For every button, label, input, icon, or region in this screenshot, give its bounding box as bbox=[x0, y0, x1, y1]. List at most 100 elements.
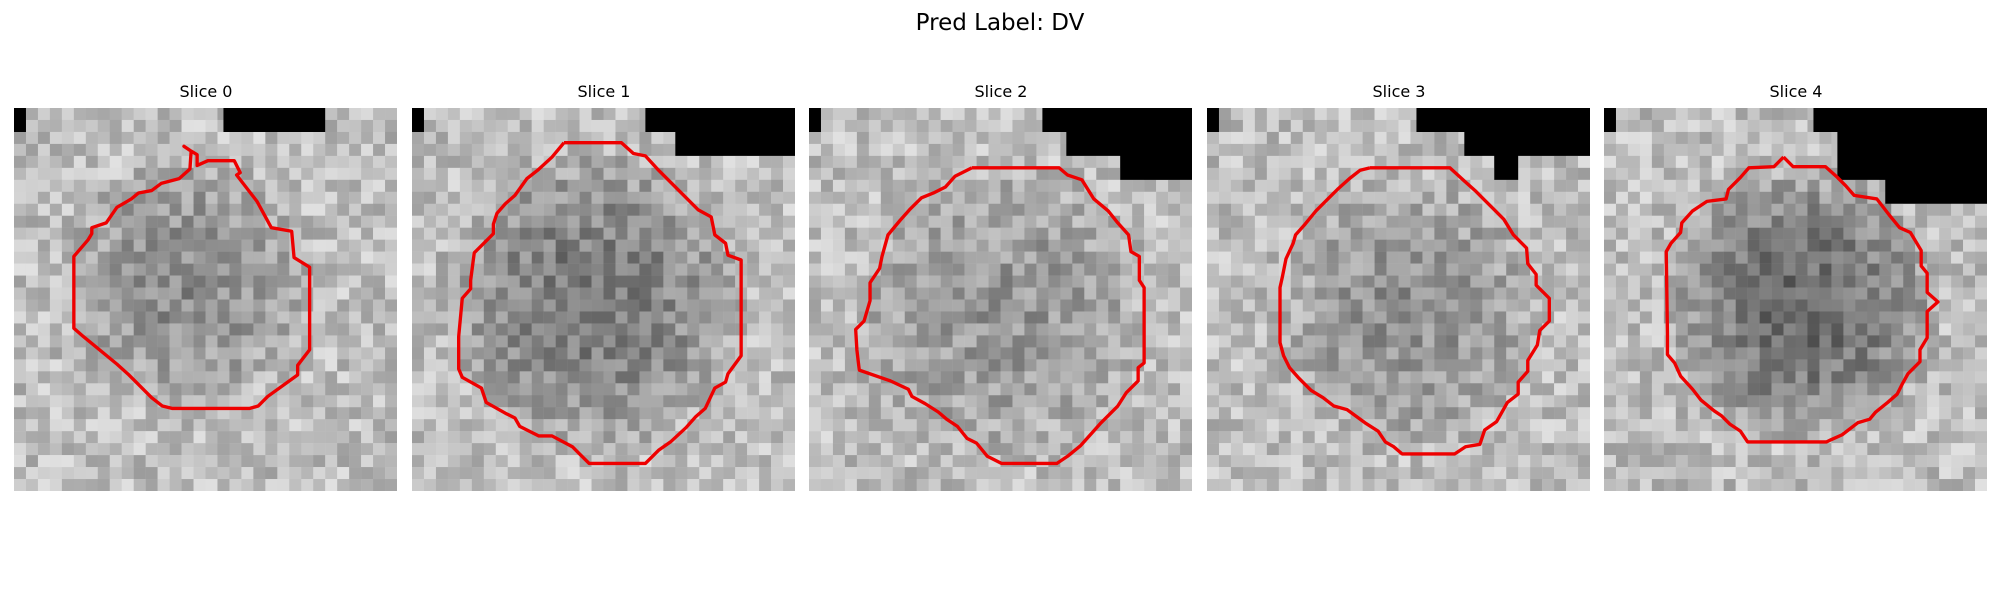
slice-4-pixels bbox=[1604, 108, 1987, 491]
pixel bbox=[1482, 239, 1495, 252]
pixel bbox=[277, 179, 290, 193]
pixel bbox=[253, 131, 266, 145]
pixel bbox=[133, 108, 146, 121]
pixel bbox=[651, 263, 664, 276]
pixel bbox=[1230, 275, 1244, 288]
pixel bbox=[169, 143, 182, 157]
pixel bbox=[579, 227, 592, 240]
pixel bbox=[663, 239, 676, 252]
pixel bbox=[507, 215, 520, 228]
pixel bbox=[820, 371, 834, 384]
pixel bbox=[771, 215, 784, 228]
pixel bbox=[699, 467, 712, 480]
pixel bbox=[25, 467, 39, 480]
pixel bbox=[675, 347, 688, 360]
pixel bbox=[1518, 287, 1531, 300]
pixel bbox=[1699, 347, 1712, 360]
pixel bbox=[277, 239, 290, 252]
pixel bbox=[880, 479, 894, 491]
pixel bbox=[880, 455, 894, 468]
pixel bbox=[1578, 263, 1590, 276]
pixel bbox=[1410, 299, 1423, 312]
pixel bbox=[61, 119, 75, 133]
pixel bbox=[1410, 251, 1423, 264]
pixel bbox=[1675, 395, 1689, 408]
pixel bbox=[157, 311, 170, 324]
pixel bbox=[241, 359, 254, 372]
pixel bbox=[1410, 131, 1423, 145]
pixel bbox=[495, 239, 508, 252]
pixel bbox=[1663, 407, 1677, 420]
pixel bbox=[964, 263, 977, 276]
pixel bbox=[241, 167, 254, 181]
pixel bbox=[1036, 395, 1049, 408]
pixel bbox=[1747, 239, 1760, 252]
pixel bbox=[1132, 419, 1145, 432]
pixel bbox=[1627, 419, 1641, 432]
pixel bbox=[1554, 251, 1567, 264]
pixel bbox=[555, 108, 568, 121]
pixel bbox=[543, 143, 556, 157]
pixel bbox=[1242, 443, 1256, 456]
pixel bbox=[412, 179, 425, 193]
pixel bbox=[109, 383, 122, 396]
pixel bbox=[1651, 323, 1665, 336]
pixel bbox=[904, 359, 917, 372]
pixel bbox=[627, 407, 640, 420]
pixel bbox=[1554, 419, 1567, 432]
pixel bbox=[1036, 287, 1049, 300]
pixel bbox=[25, 251, 39, 264]
pixel bbox=[531, 359, 544, 372]
pixel bbox=[1627, 311, 1641, 324]
pixel bbox=[253, 443, 266, 456]
pixel bbox=[699, 299, 712, 312]
pixel bbox=[1687, 155, 1700, 169]
pixel bbox=[723, 191, 736, 204]
pixel bbox=[169, 335, 182, 348]
pixel bbox=[964, 215, 977, 228]
pixel bbox=[217, 479, 230, 491]
pixel bbox=[1843, 203, 1856, 216]
pixel bbox=[205, 191, 218, 204]
pixel bbox=[14, 179, 27, 193]
pixel bbox=[1855, 179, 1868, 193]
pixel bbox=[555, 179, 568, 193]
pixel bbox=[519, 467, 532, 480]
pixel bbox=[205, 275, 218, 288]
pixel bbox=[820, 443, 834, 456]
pixel bbox=[1132, 347, 1145, 360]
pixel bbox=[459, 263, 473, 276]
pixel bbox=[37, 407, 51, 420]
pixel bbox=[1048, 311, 1061, 324]
pixel bbox=[1975, 323, 1987, 336]
pixel bbox=[591, 143, 604, 157]
pixel bbox=[73, 359, 87, 372]
pixel bbox=[301, 455, 314, 468]
pixel bbox=[385, 311, 397, 324]
pixel bbox=[157, 119, 170, 133]
pixel bbox=[1120, 467, 1133, 480]
pixel bbox=[349, 227, 362, 240]
pixel bbox=[1362, 227, 1375, 240]
pixel bbox=[1747, 347, 1760, 360]
pixel bbox=[1048, 395, 1061, 408]
pixel bbox=[880, 323, 894, 336]
pixel bbox=[543, 251, 556, 264]
pixel bbox=[1374, 407, 1387, 420]
pixel bbox=[543, 335, 556, 348]
pixel bbox=[639, 383, 652, 396]
pixel bbox=[265, 371, 278, 384]
pixel bbox=[459, 179, 473, 193]
pixel bbox=[507, 395, 520, 408]
pixel bbox=[109, 407, 122, 420]
pixel bbox=[1951, 347, 1964, 360]
pixel bbox=[1951, 311, 1964, 324]
pixel bbox=[964, 395, 977, 408]
pixel bbox=[904, 311, 917, 324]
pixel bbox=[892, 275, 905, 288]
pixel bbox=[337, 419, 350, 432]
pixel bbox=[1675, 155, 1689, 169]
pixel bbox=[1230, 359, 1244, 372]
pixel bbox=[627, 275, 640, 288]
pixel bbox=[1302, 191, 1315, 204]
